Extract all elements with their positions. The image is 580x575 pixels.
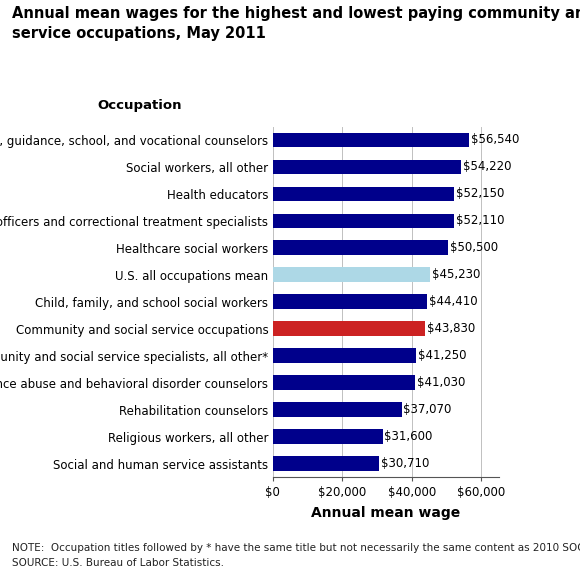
Bar [273,186,454,201]
Bar [273,321,425,336]
Text: $41,030: $41,030 [417,376,466,389]
Text: $52,150: $52,150 [456,187,504,201]
Bar [273,457,379,471]
Bar [273,348,416,363]
Bar [273,402,401,417]
Text: $56,540: $56,540 [471,133,520,147]
Text: $52,110: $52,110 [456,214,504,228]
Text: $30,710: $30,710 [381,457,430,470]
Text: SOURCE: U.S. Bureau of Labor Statistics.: SOURCE: U.S. Bureau of Labor Statistics. [12,558,224,568]
Text: Occupation: Occupation [97,99,182,112]
Bar [273,133,469,147]
Bar [273,267,430,282]
Text: $50,500: $50,500 [450,242,498,254]
Bar [273,240,448,255]
Text: NOTE:  Occupation titles followed by * have the same title but not necessarily t: NOTE: Occupation titles followed by * ha… [12,543,580,553]
Bar [273,159,461,174]
Text: $37,070: $37,070 [403,403,452,416]
Text: $31,600: $31,600 [385,430,433,443]
Text: $41,250: $41,250 [418,350,466,362]
Text: $45,230: $45,230 [432,269,480,281]
X-axis label: Annual mean wage: Annual mean wage [311,506,461,520]
Text: $54,220: $54,220 [463,160,512,174]
Text: $44,410: $44,410 [429,296,477,308]
Bar [273,430,383,444]
Bar [273,294,427,309]
Bar [273,375,415,390]
Text: Annual mean wages for the highest and lowest paying community and social
service: Annual mean wages for the highest and lo… [12,6,580,41]
Text: $43,830: $43,830 [427,323,475,335]
Bar [273,213,454,228]
